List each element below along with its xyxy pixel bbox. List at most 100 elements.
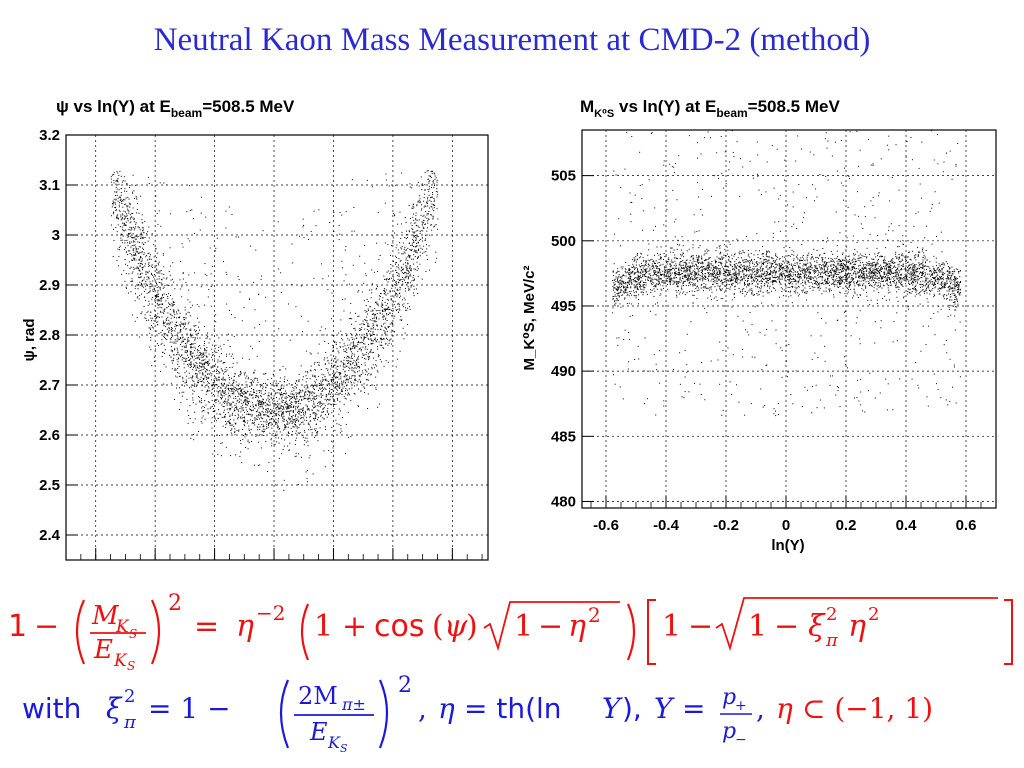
data-point <box>232 424 234 426</box>
data-point <box>385 278 387 280</box>
data-point <box>141 251 143 253</box>
data-point <box>231 353 233 355</box>
data-point <box>373 324 375 326</box>
data-point <box>832 375 834 377</box>
data-point <box>190 336 192 338</box>
data-point <box>392 323 394 325</box>
data-point <box>403 279 405 281</box>
data-point <box>426 227 428 229</box>
data-point <box>179 336 181 338</box>
data-point <box>339 432 341 434</box>
data-point <box>210 372 212 374</box>
data-point <box>157 272 159 274</box>
data-point <box>211 405 213 407</box>
data-point <box>350 377 352 379</box>
data-point <box>225 371 227 373</box>
data-point <box>300 390 302 392</box>
data-point <box>332 393 334 395</box>
data-point <box>931 272 933 274</box>
data-point <box>709 257 711 259</box>
data-point <box>153 256 155 258</box>
data-point <box>213 403 215 405</box>
data-point <box>291 402 293 404</box>
data-point <box>112 256 114 258</box>
data-point <box>185 317 187 319</box>
data-point <box>313 402 315 404</box>
data-point <box>150 311 152 313</box>
data-point <box>121 273 123 275</box>
data-point <box>192 367 194 369</box>
data-point <box>207 408 209 410</box>
data-point <box>229 422 231 424</box>
data-point <box>343 343 345 345</box>
data-point <box>253 464 255 466</box>
data-point <box>377 346 379 348</box>
data-point <box>292 387 294 389</box>
data-point <box>358 340 360 342</box>
data-point <box>166 294 168 296</box>
data-point <box>344 356 346 358</box>
data-point <box>400 260 402 262</box>
data-point <box>260 401 262 403</box>
data-point <box>292 410 294 412</box>
data-point <box>690 321 692 323</box>
data-point <box>929 293 931 295</box>
data-point <box>246 390 248 392</box>
data-point <box>243 416 245 418</box>
data-point <box>166 324 168 326</box>
data-point <box>116 191 118 193</box>
data-point <box>250 405 252 407</box>
data-point <box>390 309 392 311</box>
data-point <box>312 386 314 388</box>
data-point <box>865 257 867 259</box>
data-point <box>393 331 395 333</box>
data-point <box>117 265 119 267</box>
data-point <box>160 282 162 284</box>
data-point <box>371 343 373 345</box>
data-point <box>141 283 143 285</box>
data-point <box>232 390 234 392</box>
data-point <box>143 290 145 292</box>
data-point <box>266 423 268 425</box>
data-point <box>735 276 737 278</box>
data-point <box>367 313 369 315</box>
data-point <box>399 297 401 299</box>
data-point <box>295 380 297 382</box>
data-point <box>354 385 356 387</box>
data-point <box>406 262 408 264</box>
data-point <box>360 341 362 343</box>
data-point <box>260 278 262 280</box>
data-point <box>203 378 205 380</box>
data-point <box>348 362 350 364</box>
data-point <box>132 174 134 176</box>
data-point <box>376 370 378 372</box>
data-point <box>239 374 241 376</box>
data-point <box>205 355 207 357</box>
data-point <box>434 175 436 177</box>
data-point <box>395 184 397 186</box>
data-point <box>661 289 663 291</box>
data-point <box>288 432 290 434</box>
data-point <box>364 338 366 340</box>
data-point <box>283 380 285 382</box>
data-point <box>170 339 172 341</box>
data-point <box>423 220 425 222</box>
data-point <box>257 399 259 401</box>
data-point <box>391 315 393 317</box>
data-point <box>178 310 180 312</box>
data-point <box>364 343 366 345</box>
data-point <box>279 389 281 391</box>
data-point <box>320 380 322 382</box>
data-point <box>160 303 162 305</box>
data-point <box>182 278 184 280</box>
data-point <box>434 199 436 201</box>
data-point <box>304 393 306 395</box>
data-point <box>335 376 337 378</box>
data-point <box>310 385 312 387</box>
data-point <box>210 406 212 408</box>
data-point <box>289 414 291 416</box>
data-point <box>391 343 393 345</box>
data-point <box>662 285 664 287</box>
data-point <box>325 394 327 396</box>
data-point <box>200 366 202 368</box>
